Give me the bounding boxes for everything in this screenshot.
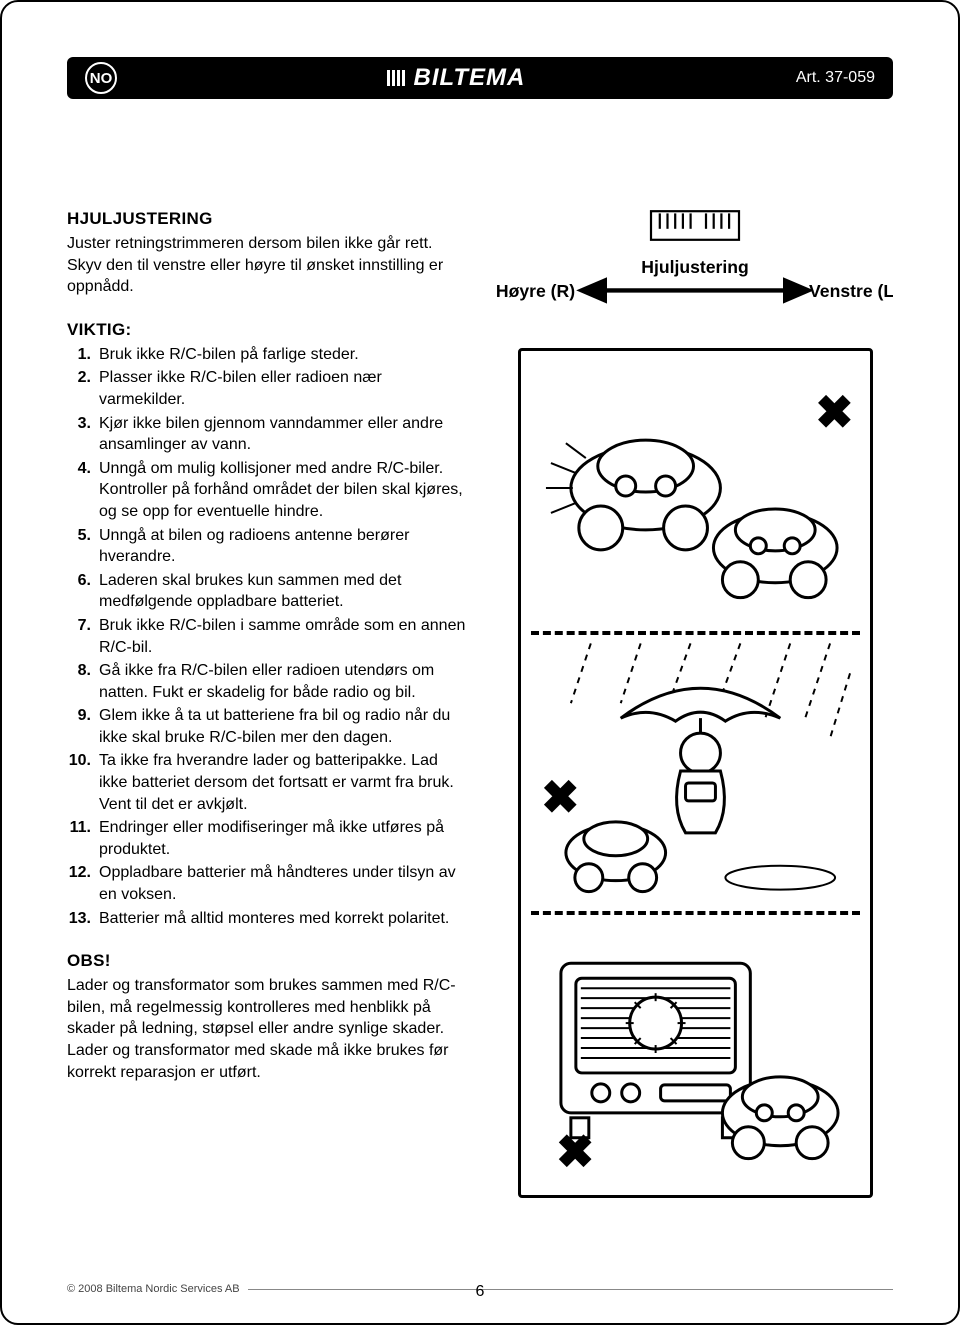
viktig-item: 3.Kjør ikke bilen gjennom vanndammer ell… [67,413,467,456]
viktig-item: 1.Bruk ikke R/C-bilen på farlige steder. [67,344,467,366]
list-text: Bruk ikke R/C-bilen på farlige steder. [99,344,359,366]
content-area: HJULJUSTERING Juster retningstrimmeren d… [67,209,893,1198]
list-number: 4. [67,458,99,523]
illustration-box: ✖ [518,348,873,1198]
list-text: Endringer eller modifiseringer må ikke u… [99,817,467,860]
left-column: HJULJUSTERING Juster retningstrimmeren d… [67,209,467,1198]
viktig-item: 9.Glem ikke å ta ut batteriene fra bil o… [67,705,467,748]
list-number: 11. [67,817,99,860]
list-text: Unngå at bilen og radioens antenne berør… [99,525,467,568]
manual-page: NO BILTEMA Art. 37-059 HJULJUSTERING Jus… [0,0,960,1325]
list-text: Ta ikke fra hverandre lader og batteripa… [99,750,467,815]
viktig-item: 2.Plasser ikke R/C-bilen eller radioen n… [67,367,467,410]
list-text: Glem ikke å ta ut batteriene fra bil og … [99,705,467,748]
section-body-hjuljustering: Juster retningstrimmeren dersom bilen ik… [67,233,467,298]
section-title-obs: OBS! [67,951,467,971]
viktig-item: 12.Oppladbare batterier må håndteres und… [67,862,467,905]
copyright-text: © 2008 Biltema Nordic Services AB [67,1283,240,1295]
viktig-item: 8.Gå ikke fra R/C-bilen eller radioen ut… [67,660,467,703]
illustration-panel-collision: ✖ [531,361,860,625]
list-text: Unngå om mulig kollisjoner med andre R/C… [99,458,467,523]
right-column: Hjuljustering Høyre (R) Venstre (L) [497,209,893,1198]
list-number: 3. [67,413,99,456]
viktig-item: 10.Ta ikke fra hverandre lader og batter… [67,750,467,815]
svg-text:✖: ✖ [815,386,853,438]
illustration-panel-heater: ✖ [531,921,860,1185]
svg-text:✖: ✖ [540,771,578,823]
section-body-obs: Lader og transformator som brukes sammen… [67,975,467,1083]
diagram-right-label: Venstre (L) [809,281,893,301]
list-number: 7. [67,615,99,658]
list-number: 2. [67,367,99,410]
header-bar: NO BILTEMA Art. 37-059 [67,57,893,99]
list-number: 6. [67,570,99,613]
illustration-separator [531,631,860,635]
language-badge: NO [85,62,117,94]
viktig-item: 5.Unngå at bilen og radioens antenne ber… [67,525,467,568]
illustration-separator [531,911,860,915]
list-text: Plasser ikke R/C-bilen eller radioen nær… [99,367,467,410]
section-title-viktig: VIKTIG: [67,320,467,340]
brand-text: BILTEMA [413,64,525,92]
list-number: 12. [67,862,99,905]
list-number: 5. [67,525,99,568]
list-text: Oppladbare batterier må håndteres under … [99,862,467,905]
viktig-item: 11.Endringer eller modifiseringer må ikk… [67,817,467,860]
list-text: Gå ikke fra R/C-bilen eller radioen uten… [99,660,467,703]
article-number: Art. 37-059 [796,69,875,87]
footer-divider [248,1289,893,1290]
viktig-item: 7.Bruk ikke R/C-bilen i samme område som… [67,615,467,658]
diagram-center-label: Hjuljustering [641,257,749,277]
viktig-item: 6.Laderen skal brukes kun sammen med det… [67,570,467,613]
viktig-item: 13.Batterier må alltid monteres med korr… [67,908,467,930]
diagram-left-label: Høyre (R) [497,281,575,301]
list-number: 10. [67,750,99,815]
illustration-panel-rain: ✖ [531,641,860,905]
list-number: 9. [67,705,99,748]
list-number: 8. [67,660,99,703]
brand-logo: BILTEMA [387,64,525,92]
svg-text:✖: ✖ [555,1126,593,1178]
list-text: Batterier må alltid monteres med korrekt… [99,908,449,930]
list-text: Bruk ikke R/C-bilen i samme område som e… [99,615,467,658]
list-text: Laderen skal brukes kun sammen med det m… [99,570,467,613]
page-number: 6 [476,1283,485,1301]
viktig-list: 1.Bruk ikke R/C-bilen på farlige steder.… [67,344,467,929]
trim-diagram: Hjuljustering Høyre (R) Venstre (L) [497,209,893,330]
list-text: Kjør ikke bilen gjennom vanndammer eller… [99,413,467,456]
list-number: 13. [67,908,99,930]
list-number: 1. [67,344,99,366]
viktig-item: 4.Unngå om mulig kollisjoner med andre R… [67,458,467,523]
checkered-flag-icon [387,70,407,86]
section-title-hjuljustering: HJULJUSTERING [67,209,467,229]
